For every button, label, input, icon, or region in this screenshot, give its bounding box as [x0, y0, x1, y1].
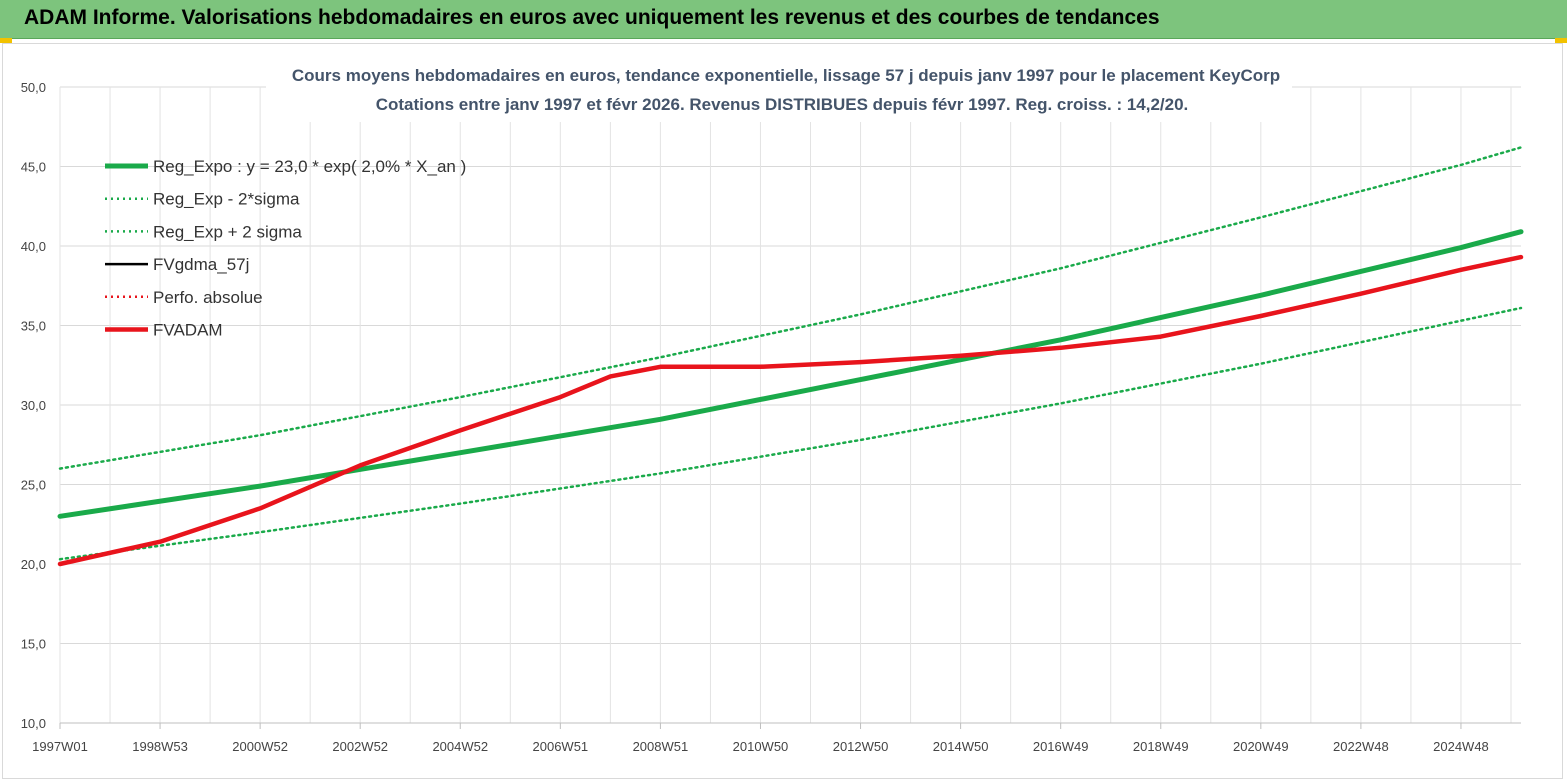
x-tick-label: 2018W49: [1133, 739, 1189, 754]
y-tick-label: 15,0: [21, 637, 46, 652]
x-tick-label: 2000W52: [232, 739, 288, 754]
x-tick-label: 1998W53: [132, 739, 188, 754]
chart-title: Cours moyens hebdomadaires en euros, ten…: [292, 66, 1280, 85]
series-line: [58, 146, 1523, 470]
y-tick-label: 45,0: [21, 160, 46, 175]
series-line: [57, 254, 1524, 567]
header-banner: ADAM Informe. Valorisations hebdomadaire…: [0, 0, 1567, 39]
x-tick-label: 1997W01: [32, 739, 88, 754]
chart-title-box: Cours moyens hebdomadaires en euros, ten…: [266, 60, 1292, 122]
x-tick-label: 2012W50: [833, 739, 889, 754]
accent-corner-right: [1555, 38, 1567, 43]
x-tick-label: 2002W52: [332, 739, 388, 754]
y-tick-label: 50,0: [21, 80, 46, 95]
x-tick-label: 2016W49: [1033, 739, 1089, 754]
x-tick-label: 2004W52: [432, 739, 488, 754]
legend-label: Reg_Exp + 2 sigma: [153, 222, 302, 241]
y-tick-label: 10,0: [21, 716, 46, 731]
legend: Reg_Expo : y = 23,0 * exp( 2,0% * X_an )…: [105, 157, 466, 340]
legend-label: FVgdma_57j: [153, 255, 249, 274]
x-tick-label: 2008W51: [633, 739, 689, 754]
title-background: [266, 60, 1292, 122]
x-tick-label: 2024W48: [1433, 739, 1489, 754]
accent-corner-left: [0, 38, 12, 43]
x-tick-label: 2022W48: [1333, 739, 1389, 754]
series-line: [57, 229, 1524, 519]
page-title: ADAM Informe. Valorisations hebdomadaire…: [24, 6, 1160, 29]
x-tick-label: 2006W51: [533, 739, 589, 754]
x-axis: 1997W01 1998W53 2000W52 2002W52 2004W52 2006W…: [32, 722, 1521, 754]
series-line: [58, 306, 1523, 561]
y-tick-label: 25,0: [21, 478, 46, 493]
chart-frame: [2, 43, 1563, 779]
chart-subtitle: Cotations entre janv 1997 et févr 2026. …: [376, 95, 1189, 114]
grid: [59, 86, 1521, 724]
legend-label: Reg_Expo : y = 23,0 * exp( 2,0% * X_an ): [153, 157, 466, 176]
legend-label: FVADAM: [153, 321, 223, 340]
y-tick-label: 20,0: [21, 557, 46, 572]
x-tick-label: 2014W50: [933, 739, 989, 754]
series-lines: [57, 146, 1524, 567]
y-tick-label: 35,0: [21, 319, 46, 334]
y-tick-label: 40,0: [21, 239, 46, 254]
y-axis: 10,0 15,0 20,0 25,0 30,0 35,0 40,0 45,0 50,0: [21, 80, 46, 731]
x-tick-label: 2020W49: [1233, 739, 1289, 754]
x-tick-label: 2010W50: [733, 739, 789, 754]
legend-label: Perfo. absolue: [153, 288, 263, 307]
y-tick-label: 30,0: [21, 398, 46, 413]
legend-label: Reg_Exp - 2*sigma: [153, 190, 300, 209]
